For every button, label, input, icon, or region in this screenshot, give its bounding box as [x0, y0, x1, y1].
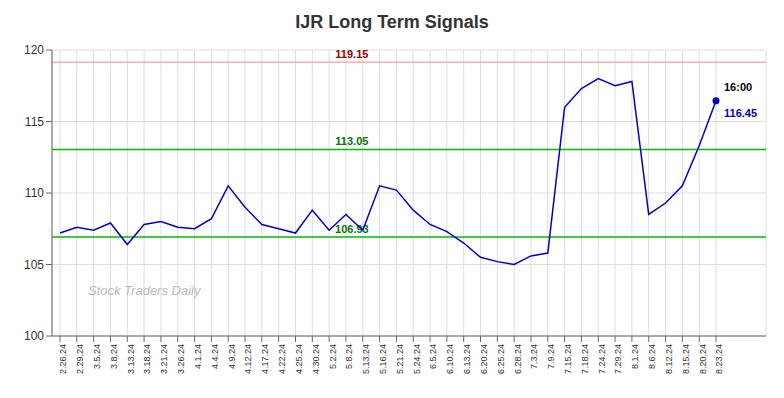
svg-text:2.29.24: 2.29.24 [75, 344, 85, 374]
svg-text:100: 100 [24, 329, 44, 343]
svg-text:8.1.24: 8.1.24 [630, 344, 640, 369]
svg-text:5.13.24: 5.13.24 [361, 344, 371, 374]
svg-text:8.6.24: 8.6.24 [647, 344, 657, 369]
svg-text:4.12.24: 4.12.24 [243, 344, 253, 374]
svg-text:3.5.24: 3.5.24 [92, 344, 102, 369]
svg-text:8.15.24: 8.15.24 [681, 344, 691, 374]
svg-text:119.15: 119.15 [335, 48, 368, 60]
svg-text:7.24.24: 7.24.24 [597, 344, 607, 374]
svg-text:3.13.24: 3.13.24 [126, 344, 136, 374]
svg-text:115: 115 [25, 115, 44, 129]
svg-text:7.18.24: 7.18.24 [580, 344, 590, 374]
svg-text:4.4.24: 4.4.24 [210, 344, 220, 369]
svg-text:4.9.24: 4.9.24 [227, 344, 237, 369]
svg-text:2.26.24: 2.26.24 [58, 344, 68, 374]
svg-text:120: 120 [24, 43, 44, 57]
svg-text:6.25.24: 6.25.24 [496, 344, 506, 374]
svg-text:3.8.24: 3.8.24 [109, 344, 119, 369]
svg-text:8.20.24: 8.20.24 [698, 344, 708, 374]
svg-text:6.13.24: 6.13.24 [462, 344, 472, 374]
svg-text:5.2.24: 5.2.24 [328, 344, 338, 369]
svg-text:5.8.24: 5.8.24 [344, 344, 354, 369]
svg-text:4.30.24: 4.30.24 [311, 344, 321, 374]
svg-text:6.20.24: 6.20.24 [479, 344, 489, 374]
html-text:IJR Long Term Signals: IJR Long Term Signals [295, 12, 489, 32]
svg-text:16:00: 16:00 [724, 81, 752, 93]
svg-text:3.26.24: 3.26.24 [176, 344, 186, 374]
svg-text:3.18.24: 3.18.24 [142, 344, 152, 374]
svg-text:8.23.24: 8.23.24 [714, 344, 724, 374]
svg-text:6.28.24: 6.28.24 [513, 344, 523, 374]
svg-text:5.16.24: 5.16.24 [378, 344, 388, 374]
svg-text:4.22.24: 4.22.24 [277, 344, 287, 374]
svg-text:106.93: 106.93 [335, 222, 369, 235]
svg-text:116.45: 116.45 [724, 107, 757, 119]
svg-text:7.9.24: 7.9.24 [546, 344, 556, 369]
svg-text:6.10.24: 6.10.24 [445, 344, 455, 374]
svg-text:7.29.24: 7.29.24 [613, 344, 623, 374]
svg-text:4.25.24: 4.25.24 [294, 344, 304, 374]
svg-text:8.12.24: 8.12.24 [664, 344, 674, 374]
svg-text:6.5.24: 6.5.24 [428, 344, 438, 369]
svg-text:3.21.24: 3.21.24 [159, 344, 169, 374]
html-text:Stock Traders Daily: Stock Traders Daily [88, 283, 201, 298]
svg-text:5.21.24: 5.21.24 [395, 344, 405, 374]
svg-text:4.17.24: 4.17.24 [260, 344, 270, 374]
svg-text:7.15.24: 7.15.24 [563, 344, 573, 374]
svg-text:4.1.24: 4.1.24 [193, 344, 203, 369]
svg-text:110: 110 [25, 186, 44, 200]
svg-text:5.24.24: 5.24.24 [412, 344, 422, 374]
svg-text:113.05: 113.05 [335, 135, 368, 147]
svg-text:7.3.24: 7.3.24 [529, 344, 539, 369]
svg-text:105: 105 [24, 258, 44, 272]
